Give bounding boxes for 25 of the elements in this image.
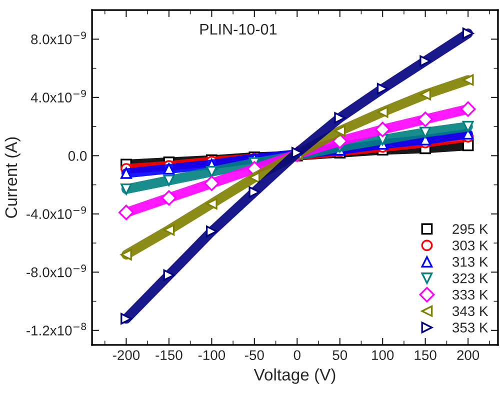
legend-label: 303 K xyxy=(452,240,488,250)
legend-label: 353 K xyxy=(452,322,488,332)
x-tick-label: -50 xyxy=(245,350,264,360)
x-tick-label: -200 xyxy=(112,350,140,360)
x-tick-label: 0 xyxy=(294,350,300,360)
y-tick-label: -1.2x10$^{−8}$ xyxy=(26,322,86,336)
x-tick-label: -150 xyxy=(156,350,182,360)
y-tick-label: 8.0x10$^{−9}$ xyxy=(31,32,86,44)
y-tick-label: -8.0x10$^{−9}$ xyxy=(26,264,86,278)
legend-label: 333 K xyxy=(452,290,488,300)
x-tick-label: 150 xyxy=(414,350,436,360)
x-axis-title: Voltage (V) xyxy=(254,368,336,384)
legend-label: 343 K xyxy=(452,306,488,316)
y-tick-label: -4.0x10$^{−9}$ xyxy=(26,206,86,219)
x-tick-label: 200 xyxy=(457,350,480,360)
x-tick-label: -100 xyxy=(198,350,226,360)
text: PLIN-10-01 xyxy=(200,24,276,35)
x-tick-label: 50 xyxy=(332,350,348,360)
y-tick-label: 0.0 xyxy=(68,151,87,161)
x-tick-label: 100 xyxy=(372,350,394,360)
legend-label: 295 K xyxy=(452,224,488,234)
legend-label: 323 K xyxy=(452,273,488,284)
legend-label: 313 K xyxy=(452,256,488,267)
y-tick-label: 4.0x10$^{−9}$ xyxy=(30,90,86,102)
y-axis-title: Current (A) xyxy=(4,137,20,218)
